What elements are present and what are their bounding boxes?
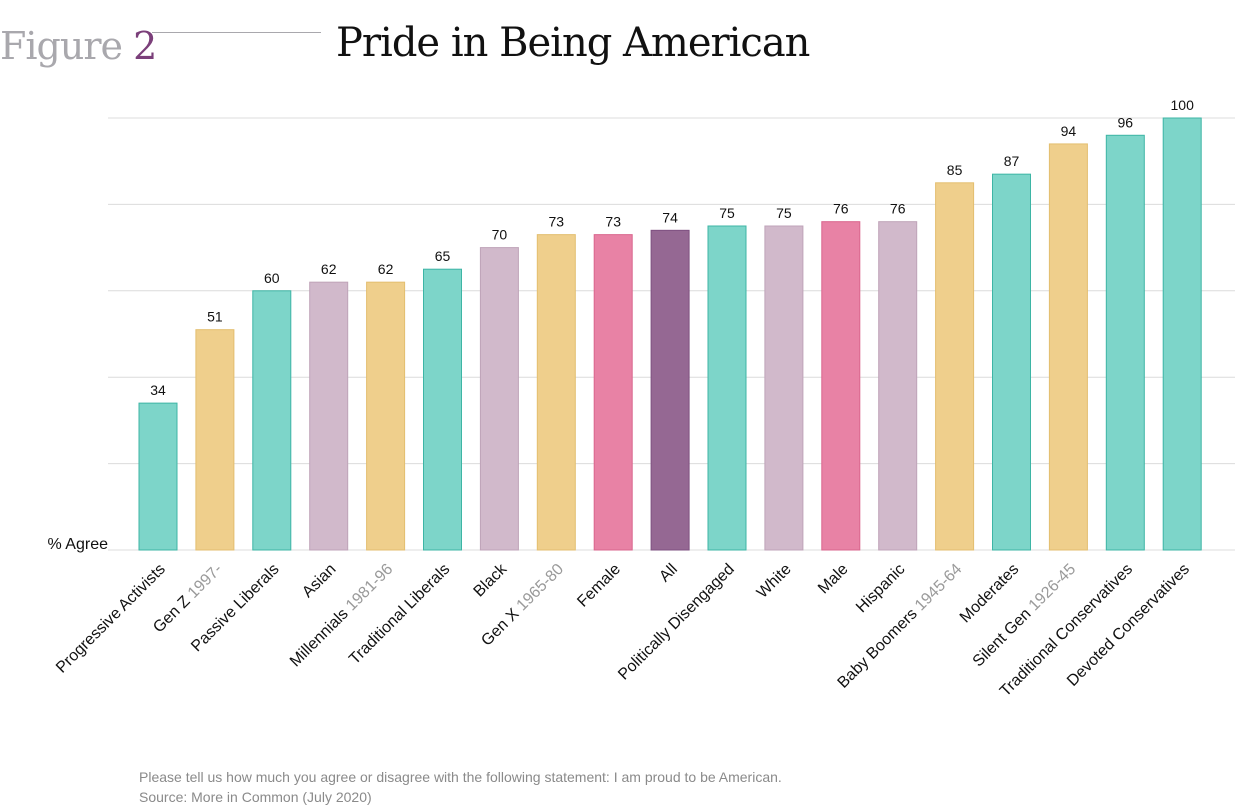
category-name: All (656, 561, 681, 586)
bar (479, 247, 519, 551)
data-label: 62 (321, 261, 337, 277)
bar (195, 329, 235, 551)
data-label: 60 (264, 270, 280, 286)
data-label: 70 (492, 227, 508, 243)
category-years: 1926-45 (1023, 561, 1080, 618)
bar (423, 268, 462, 551)
category-name: Baby Boomers (835, 605, 921, 691)
source-note: Source: More in Common (July 2020) (139, 789, 372, 805)
data-label: 34 (150, 382, 166, 398)
x-tick-label: Female (574, 561, 624, 611)
category-years: 1981-96 (340, 561, 397, 618)
data-label: 96 (1118, 114, 1134, 130)
category-years: 1965-80 (510, 561, 567, 618)
bar (252, 290, 292, 551)
x-tick-label: Black (471, 560, 511, 600)
figure-label: Figure 2 (0, 24, 157, 68)
category-name: Traditional Liberals (346, 561, 453, 668)
data-label: 62 (378, 261, 394, 277)
data-label: 75 (719, 205, 735, 221)
bar (536, 234, 576, 551)
bar (935, 182, 975, 551)
x-tick-label: Politically Disengaged (615, 561, 738, 684)
bar (764, 225, 804, 551)
title-rule (152, 32, 321, 33)
data-label: 74 (662, 209, 678, 225)
category-name: Asian (299, 561, 339, 601)
x-tick-label: Progressive Activists (53, 561, 169, 677)
data-label: 76 (890, 201, 906, 217)
figure-number: 2 (133, 24, 157, 68)
category-years: 1997- (182, 561, 226, 605)
bar (707, 225, 747, 551)
data-label: 94 (1061, 123, 1077, 139)
bar (1105, 134, 1145, 551)
data-label: 75 (776, 205, 792, 221)
bar (650, 229, 690, 551)
category-years: 1945-64 (909, 561, 966, 618)
category-name: Male (815, 561, 852, 598)
bar (366, 281, 406, 551)
data-label: 87 (1004, 153, 1020, 169)
data-label: 51 (207, 309, 223, 325)
chart-title: Pride in Being American (336, 20, 810, 66)
bar (138, 402, 178, 551)
x-tick-label: White (754, 561, 795, 602)
bar (1048, 143, 1088, 551)
question-note: Please tell us how much you agree or dis… (139, 769, 782, 785)
category-name: Politically Disengaged (615, 561, 738, 684)
bar (878, 221, 918, 551)
x-tick-label: Hispanic (853, 561, 908, 616)
x-tick-label: Asian (299, 561, 339, 601)
x-tick-label: Male (815, 561, 852, 598)
x-tick-label: Millennials 1981-96 (287, 561, 397, 671)
x-tick-label: All (656, 561, 681, 586)
data-label: 85 (947, 162, 963, 178)
data-label: 73 (549, 214, 565, 230)
category-name: Hispanic (853, 561, 908, 616)
bar (992, 173, 1031, 551)
category-name: Black (471, 560, 511, 600)
x-tick-label: Traditional Liberals (346, 561, 453, 668)
data-label: 100 (1171, 97, 1195, 113)
bar (309, 281, 349, 551)
category-name: White (754, 561, 795, 602)
data-label: 65 (435, 248, 451, 264)
data-label: 76 (833, 201, 849, 217)
y-axis-label: % Agree (48, 536, 109, 553)
category-name: Female (574, 561, 624, 611)
data-label: 73 (605, 214, 621, 230)
bar (821, 221, 861, 551)
bar (1162, 117, 1202, 551)
x-tick-label: Silent Gen 1926-45 (970, 561, 1080, 671)
category-name: Progressive Activists (53, 561, 169, 677)
figure-label-text: Figure (0, 24, 123, 68)
category-name: Millennials (287, 605, 352, 670)
bar (593, 234, 633, 551)
